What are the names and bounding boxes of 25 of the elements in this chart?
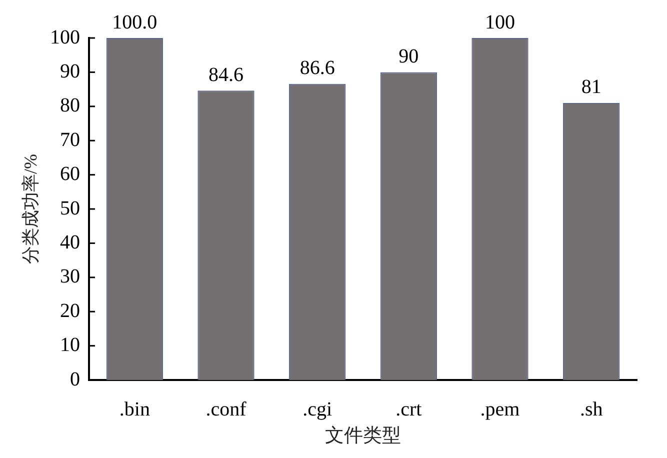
x-tick-label: .sh — [580, 398, 603, 420]
x-tick-label: .crt — [396, 398, 422, 420]
y-tick-label: 60 — [60, 163, 80, 186]
x-tick-label: .bin — [119, 398, 150, 420]
y-tick-label: 100 — [50, 26, 80, 48]
y-tick-label: 20 — [60, 300, 80, 322]
data-label: 84.6 — [208, 64, 244, 86]
data-label: 90 — [398, 45, 419, 68]
data-label: 81 — [581, 76, 602, 98]
y-tick-label: 80 — [60, 94, 80, 117]
y-tick-label: 50 — [60, 197, 80, 220]
x-tick-label: .cgi — [302, 398, 332, 420]
y-tick-label: 70 — [60, 128, 80, 151]
x-tick-label: .pem — [480, 398, 520, 420]
x-axis-title: 文件类型 — [325, 426, 401, 447]
y-tick-label: 40 — [60, 231, 80, 254]
y-tick-label: 30 — [60, 266, 80, 288]
data-label: 86.6 — [300, 57, 335, 80]
y-tick-label: 90 — [60, 60, 80, 82]
data-label: 100.0 — [112, 11, 158, 34]
y-axis-title: 分类成功率/% — [20, 154, 41, 264]
x-tick-label: .conf — [206, 398, 247, 420]
y-tick-label: 0 — [70, 368, 80, 390]
data-label: 100 — [485, 11, 515, 34]
y-tick-label: 10 — [60, 334, 80, 356]
